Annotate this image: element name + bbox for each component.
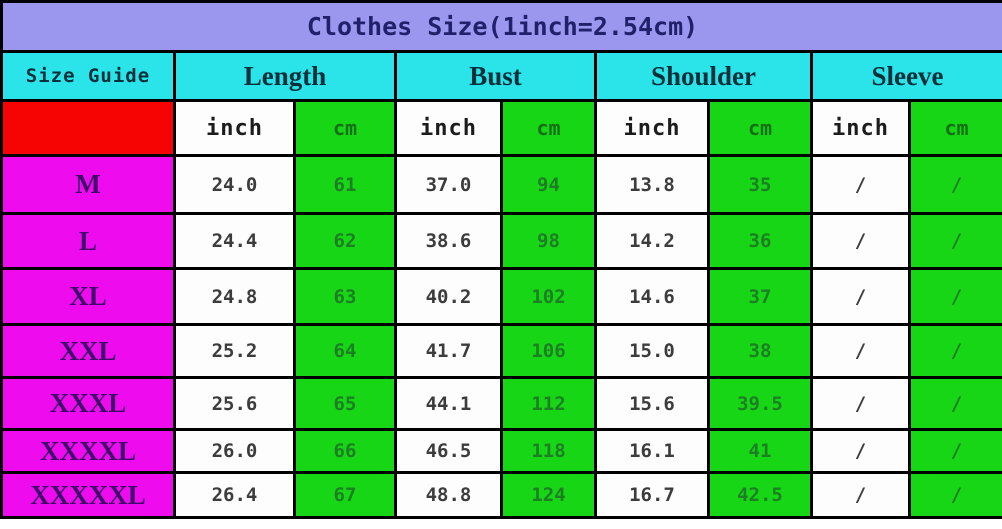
sleeve-cm-value: / <box>907 154 1002 215</box>
group-header-length: Length <box>173 50 397 102</box>
unit-header-length-cm: cm <box>293 99 397 157</box>
length-cm-value: 63 <box>293 267 397 326</box>
bust-inch-value: 46.5 <box>394 428 503 474</box>
chart-title: Clothes Size(1inch=2.54cm) <box>0 0 1002 53</box>
size-label: XXL <box>0 323 176 379</box>
bust-inch-value: 40.2 <box>394 267 503 326</box>
shoulder-cm-value: 38 <box>707 323 813 379</box>
size-label: XXXXXL <box>0 471 176 519</box>
length-cm-value: 61 <box>293 154 397 215</box>
shoulder-cm-value: 37 <box>707 267 813 326</box>
shoulder-inch-value: 14.6 <box>594 267 710 326</box>
table-row-xxxl: XXXL 25.6 65 44.1 112 15.6 39.5 / / <box>0 376 1002 431</box>
size-label: XL <box>0 267 176 326</box>
shoulder-cm-value: 36 <box>707 212 813 270</box>
table-row-xl: XL 24.8 63 40.2 102 14.6 37 / / <box>0 267 1002 326</box>
unit-header-row: inch cm inch cm inch cm inch cm <box>0 99 1002 157</box>
shoulder-cm-value: 39.5 <box>707 376 813 431</box>
length-inch-value: 24.8 <box>173 267 296 326</box>
shoulder-cm-value: 41 <box>707 428 813 474</box>
table-row-l: L 24.4 62 38.6 98 14.2 36 / / <box>0 212 1002 270</box>
size-label: M <box>0 154 176 215</box>
unit-header-sleeve-cm: cm <box>907 99 1002 157</box>
group-header-sleeve: Sleeve <box>809 50 1002 102</box>
bust-inch-value: 38.6 <box>394 212 503 270</box>
length-cm-value: 67 <box>293 471 397 519</box>
length-inch-value: 24.0 <box>173 154 296 215</box>
table-row-m: M 24.0 61 37.0 94 13.8 35 / / <box>0 154 1002 215</box>
shoulder-inch-value: 16.1 <box>594 428 710 474</box>
sleeve-inch-value: / <box>810 471 911 519</box>
bust-cm-value: 94 <box>500 154 597 215</box>
bust-inch-value: 41.7 <box>394 323 503 379</box>
corner-header-size-guide: Size Guide <box>0 50 176 102</box>
sleeve-inch-value: / <box>810 428 911 474</box>
size-label: L <box>0 212 176 270</box>
sleeve-inch-value: / <box>810 154 911 215</box>
length-inch-value: 26.4 <box>173 471 296 519</box>
bust-cm-value: 102 <box>500 267 597 326</box>
title-row: Clothes Size(1inch=2.54cm) <box>0 0 1002 53</box>
table-row-xxxxl: XXXXL 26.0 66 46.5 118 16.1 41 / / <box>0 428 1002 474</box>
bust-cm-value: 112 <box>500 376 597 431</box>
bust-inch-value: 48.8 <box>394 471 503 519</box>
shoulder-cm-value: 42.5 <box>707 471 813 519</box>
sleeve-inch-value: / <box>810 267 911 326</box>
bust-cm-value: 124 <box>500 471 597 519</box>
length-inch-value: 25.6 <box>173 376 296 431</box>
unit-header-bust-inch: inch <box>394 99 503 157</box>
sleeve-cm-value: / <box>907 376 1002 431</box>
size-label: XXXL <box>0 376 176 431</box>
length-cm-value: 65 <box>293 376 397 431</box>
table-row-xxxxxl: XXXXXL 26.4 67 48.8 124 16.7 42.5 / / <box>0 471 1002 519</box>
bust-cm-value: 118 <box>500 428 597 474</box>
sleeve-cm-value: / <box>907 212 1002 270</box>
length-cm-value: 66 <box>293 428 397 474</box>
sleeve-inch-value: / <box>810 323 911 379</box>
length-inch-value: 26.0 <box>173 428 296 474</box>
shoulder-cm-value: 35 <box>707 154 813 215</box>
sleeve-cm-value: / <box>907 471 1002 519</box>
length-cm-value: 64 <box>293 323 397 379</box>
unit-header-sleeve-inch: inch <box>810 99 911 157</box>
unit-header-shoulder-inch: inch <box>594 99 710 157</box>
shoulder-inch-value: 13.8 <box>594 154 710 215</box>
bust-inch-value: 37.0 <box>394 154 503 215</box>
length-inch-value: 25.2 <box>173 323 296 379</box>
unit-header-shoulder-cm: cm <box>707 99 813 157</box>
bust-inch-value: 44.1 <box>394 376 503 431</box>
length-cm-value: 62 <box>293 212 397 270</box>
sleeve-cm-value: / <box>907 267 1002 326</box>
size-label: XXXXL <box>0 428 176 474</box>
shoulder-inch-value: 14.2 <box>594 212 710 270</box>
group-header-row: Size Guide Length Bust Shoulder Sleeve <box>0 50 1002 102</box>
table-row-xxl: XXL 25.2 64 41.7 106 15.0 38 / / <box>0 323 1002 379</box>
bust-cm-value: 98 <box>500 212 597 270</box>
shoulder-inch-value: 16.7 <box>594 471 710 519</box>
corner-empty-red-cell <box>0 99 176 157</box>
unit-header-bust-cm: cm <box>500 99 597 157</box>
group-header-shoulder: Shoulder <box>594 50 813 102</box>
unit-header-length-inch: inch <box>173 99 296 157</box>
length-inch-value: 24.4 <box>173 212 296 270</box>
group-header-bust: Bust <box>394 50 597 102</box>
shoulder-inch-value: 15.0 <box>594 323 710 379</box>
bust-cm-value: 106 <box>500 323 597 379</box>
sleeve-inch-value: / <box>810 212 911 270</box>
sleeve-inch-value: / <box>810 376 911 431</box>
shoulder-inch-value: 15.6 <box>594 376 710 431</box>
sleeve-cm-value: / <box>907 428 1002 474</box>
sleeve-cm-value: / <box>907 323 1002 379</box>
